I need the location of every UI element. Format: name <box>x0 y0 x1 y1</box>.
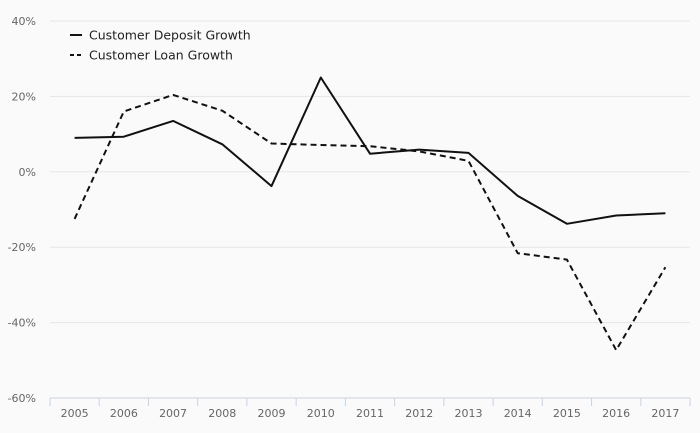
y-tick-label: 20% <box>12 90 36 103</box>
y-tick-label: 0% <box>19 166 36 179</box>
x-tick-label: 2012 <box>405 407 433 420</box>
x-tick-label: 2008 <box>208 407 236 420</box>
x-tick-label: 2007 <box>159 407 187 420</box>
y-tick-label: -40% <box>8 317 36 330</box>
x-tick-label: 2016 <box>602 407 630 420</box>
series-line-deposit[interactable] <box>74 76 666 225</box>
x-tick-label: 2015 <box>553 407 581 420</box>
x-axis-labels: 2005 2006 2007 2008 2009 2010 2011 2012 2013 2014… <box>61 407 680 420</box>
x-tick-label: 2017 <box>651 407 679 420</box>
x-tick-label: 2009 <box>258 407 286 420</box>
y-tick-label: 40% <box>12 15 36 28</box>
x-tick-label: 2010 <box>307 407 335 420</box>
legend-label-deposit: Customer Deposit Growth <box>89 28 251 43</box>
x-tick-label: 2014 <box>504 407 532 420</box>
series-line-loan[interactable] <box>73 93 667 352</box>
series-lines <box>73 76 667 352</box>
y-axis-labels: 40% 20% 0% -20% -40% -60% <box>8 15 36 405</box>
legend[interactable]: Customer Deposit Growth Customer Loan Gr… <box>70 28 251 63</box>
legend-item-deposit[interactable]: Customer Deposit Growth <box>70 28 251 43</box>
legend-item-loan[interactable]: Customer Loan Growth <box>70 48 233 63</box>
gridlines <box>50 20 690 324</box>
legend-label-loan: Customer Loan Growth <box>89 48 233 63</box>
x-axis <box>49 397 691 406</box>
y-tick-label: -20% <box>8 241 36 254</box>
x-tick-label: 2013 <box>454 407 482 420</box>
x-tick-label: 2006 <box>110 407 138 420</box>
y-tick-label: -60% <box>8 392 36 405</box>
x-tick-label: 2005 <box>61 407 89 420</box>
x-tick-label: 2011 <box>356 407 384 420</box>
